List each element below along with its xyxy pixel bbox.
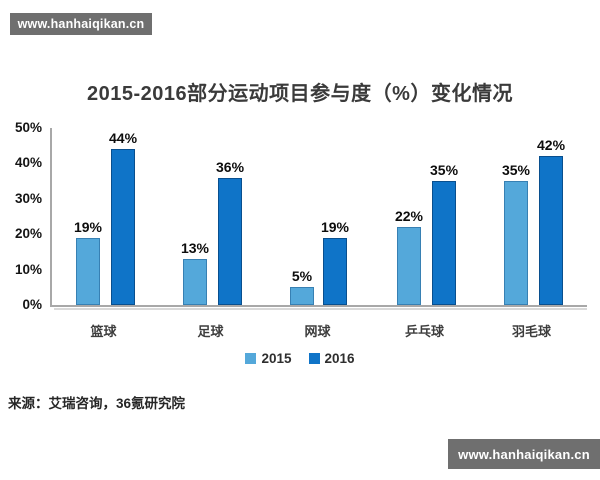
bar-2016-足球 xyxy=(218,177,243,305)
bar-2016-羽毛球 xyxy=(539,156,564,305)
bar-column: 19% xyxy=(321,128,349,305)
legend-item-2016: 2016 xyxy=(308,351,355,366)
y-tick-label: 10% xyxy=(14,261,42,277)
bar-2015-篮球 xyxy=(75,237,100,305)
bar-column: 19% xyxy=(74,128,102,305)
legend-swatch-2015 xyxy=(245,353,257,364)
bar-value-label: 19% xyxy=(320,218,350,235)
y-tick-label: 40% xyxy=(14,155,42,171)
bar-group-足球: 13% 36% xyxy=(159,128,266,305)
plot-area: 19% 44% 13% 36% 5% 19% 22% 35% 35% 42% xyxy=(50,128,587,307)
legend: 2015 2016 xyxy=(0,351,600,366)
bar-value-label: 36% xyxy=(216,158,245,175)
source-note: 来源：艾瑞咨询，36氪研究院 xyxy=(8,396,186,411)
bar-column: 42% xyxy=(537,128,565,305)
watermark-text: www.hanhaiqikan.cn xyxy=(17,17,145,31)
category-label-足球: 足球 xyxy=(197,324,224,339)
bar-column: 36% xyxy=(216,128,244,305)
bar-group-网球: 5% 19% xyxy=(266,128,373,305)
y-tick-label: 0% xyxy=(22,296,42,312)
bar-value-label: 19% xyxy=(73,218,102,235)
legend-swatch-2016 xyxy=(308,353,320,364)
bar-group-乒乓球: 22% 35% xyxy=(373,128,480,305)
bar-column: 44% xyxy=(109,128,137,305)
category-label-篮球: 篮球 xyxy=(90,324,117,339)
category-label-乒乓球: 乒乓球 xyxy=(404,324,444,339)
y-tick-label: 50% xyxy=(14,120,42,135)
bar-value-label: 13% xyxy=(180,239,209,256)
bar-column: 5% xyxy=(289,128,314,305)
bar-column: 35% xyxy=(430,128,458,305)
bar-value-label: 35% xyxy=(430,162,459,179)
bar-group-篮球: 19% 44% xyxy=(52,128,159,305)
bar-group-羽毛球: 35% 42% xyxy=(480,128,587,305)
category-label-羽毛球: 羽毛球 xyxy=(511,324,551,339)
watermark-text: www.hanhaiqikan.cn xyxy=(458,446,590,462)
x-axis-shadow xyxy=(54,308,587,310)
bar-2016-篮球 xyxy=(111,149,136,305)
legend-label-2015: 2015 xyxy=(261,351,292,366)
bar-2015-网球 xyxy=(289,287,314,305)
bar-2016-网球 xyxy=(323,237,347,305)
bar-2015-足球 xyxy=(182,258,207,305)
bar-2015-羽毛球 xyxy=(503,181,528,305)
category-label-网球: 网球 xyxy=(304,324,331,339)
bar-column: 22% xyxy=(395,128,423,305)
bar-column: 35% xyxy=(502,128,530,305)
bar-value-label: 35% xyxy=(501,162,530,179)
watermark-top-left: www.hanhaiqikan.cn xyxy=(10,13,152,35)
bar-2015-乒乓球 xyxy=(396,227,421,305)
y-tick-label: 30% xyxy=(14,190,42,206)
bar-value-label: 22% xyxy=(394,208,423,225)
legend-label-2016: 2016 xyxy=(324,351,355,366)
bar-value-label: 42% xyxy=(537,137,566,154)
bar-value-label: 44% xyxy=(109,130,138,147)
watermark-bottom-right: www.hanhaiqikan.cn xyxy=(448,439,600,469)
category-axis: 篮球 足球 网球 乒乓球 羽毛球 xyxy=(50,321,585,340)
chart-title: 2015-2016部分运动项目参与度（%）变化情况 xyxy=(87,83,513,105)
bar-column: 13% xyxy=(181,128,209,305)
bar-value-label: 5% xyxy=(291,268,313,285)
legend-item-2015: 2015 xyxy=(245,351,292,366)
y-tick-label: 20% xyxy=(14,226,42,242)
y-axis: 50% 40% 30% 20% 10% 0% xyxy=(0,120,42,313)
bar-2016-乒乓球 xyxy=(432,181,457,305)
